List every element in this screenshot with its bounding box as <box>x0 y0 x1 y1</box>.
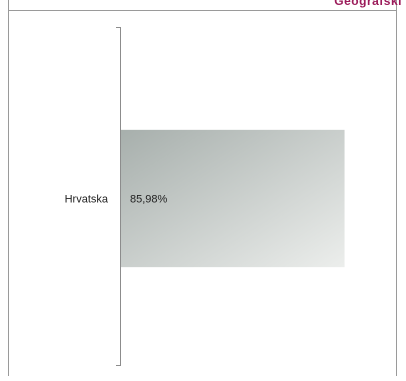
chart-header-label: Geografski <box>334 0 402 8</box>
bar-hrvatska <box>121 129 345 268</box>
bars-group <box>121 129 345 268</box>
category-axis <box>116 27 121 366</box>
labels-group: Hrvatska 85,98% <box>65 194 168 206</box>
data-label: 85,98% <box>130 194 168 206</box>
category-label: Hrvatska <box>65 194 109 206</box>
